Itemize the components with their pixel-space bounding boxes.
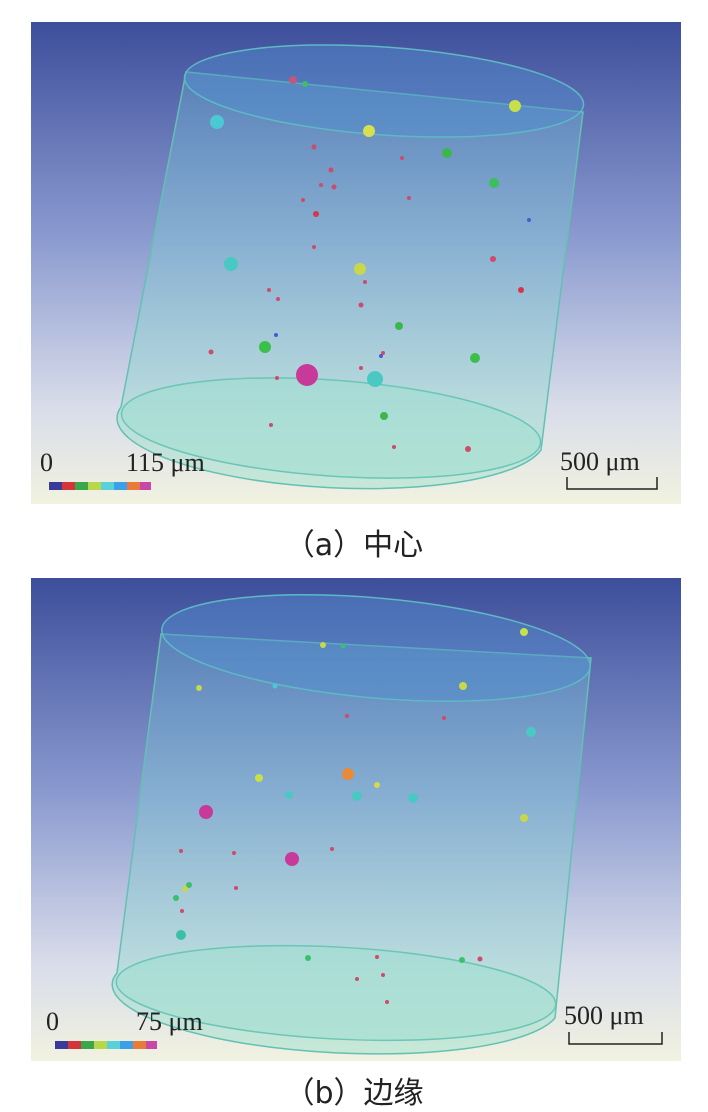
colorbar-max-label: 115 μm (126, 448, 205, 477)
cylinder-ct-render-center: 0 115 μm 500 μm (31, 22, 681, 504)
pore-particles (173, 628, 536, 1004)
cylinder-bottom (120, 377, 542, 479)
scalebar-label: 500 μm (560, 447, 640, 476)
caption-edge: （b）边缘 (284, 1076, 424, 1111)
cylinder-top (161, 594, 591, 702)
scalebar-label: 500 μm (564, 1001, 644, 1030)
panel-edge-image: 0 75 μm 500 μm (31, 578, 681, 1061)
colorbar-min-label: 0 (46, 1007, 59, 1036)
panel-center-image: 0 115 μm 500 μm (31, 22, 681, 504)
colorbar (55, 1041, 157, 1049)
colorbar-max-label: 75 μm (136, 1007, 203, 1036)
caption-center: （a）中心 (284, 528, 424, 563)
pore-particles (208, 76, 531, 452)
cylinder-bottom (115, 944, 557, 1042)
colorbar (49, 482, 151, 490)
cylinder-top (183, 44, 585, 138)
colorbar-min-label: 0 (40, 448, 53, 477)
scalebar (566, 477, 658, 490)
scalebar (568, 1032, 663, 1045)
cylinder-ct-render-edge: 0 75 μm 500 μm (31, 578, 681, 1061)
